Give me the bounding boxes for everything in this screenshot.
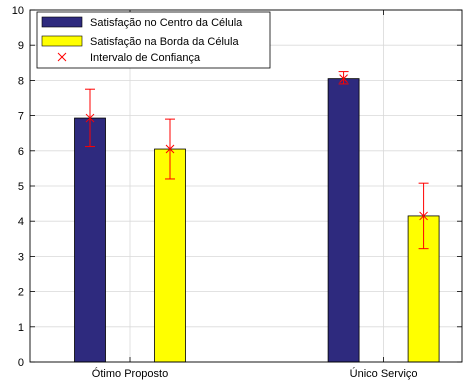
ci-mean-marker — [339, 74, 348, 83]
y-tick-label: 10 — [12, 5, 24, 17]
ci-mean-marker — [419, 211, 428, 221]
y-tick-label: 8 — [18, 75, 24, 87]
bar — [327, 78, 360, 363]
y-tick-label: 5 — [18, 181, 24, 193]
y-tick-label: 4 — [18, 216, 24, 228]
y-tick-label: 0 — [18, 357, 24, 369]
legend-label-ci: Intervalo de Confiança — [90, 52, 201, 64]
plot-frame — [29, 9, 463, 363]
legend-ci-marker-icon — [57, 52, 67, 62]
y-tick-label: 6 — [18, 146, 24, 158]
bar — [154, 148, 186, 363]
axes: 0 1 2 3 4 5 6 7 8 9 10 Ótimo Proposto Único Serviço — [12, 5, 463, 380]
x-tick-label: Único Serviço — [350, 367, 418, 380]
legend-label-centro: Satisfação no Centro da Célula — [90, 17, 243, 29]
bar — [74, 117, 106, 363]
y-tick-label: 1 — [18, 322, 24, 334]
y-tick-label: 2 — [18, 287, 24, 299]
y-tick-label: 3 — [18, 251, 24, 263]
y-tick-label: 7 — [18, 111, 24, 123]
ci-mean-marker — [85, 113, 95, 123]
x-tick-label: Ótimo Proposto — [92, 367, 168, 380]
bars — [74, 78, 440, 363]
y-tick-label: 9 — [18, 40, 24, 52]
legend-label-borda: Satisfação na Borda da Célula — [90, 36, 239, 48]
legend-swatch-borda — [41, 35, 83, 47]
ci-mean-marker — [165, 144, 175, 154]
legend-swatch-centro — [41, 16, 83, 28]
confidence-intervals — [85, 71, 429, 250]
legend: Satisfação no Centro da Célula Satisfaçã… — [36, 11, 271, 69]
